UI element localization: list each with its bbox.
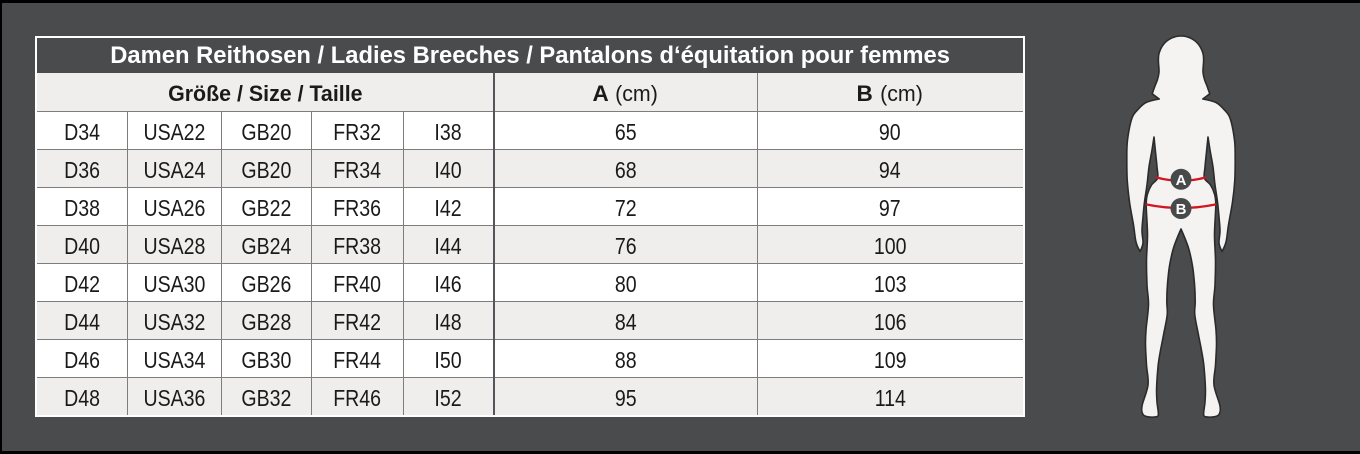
svg-text:A: A: [1176, 172, 1187, 189]
svg-text:B: B: [1176, 201, 1187, 218]
